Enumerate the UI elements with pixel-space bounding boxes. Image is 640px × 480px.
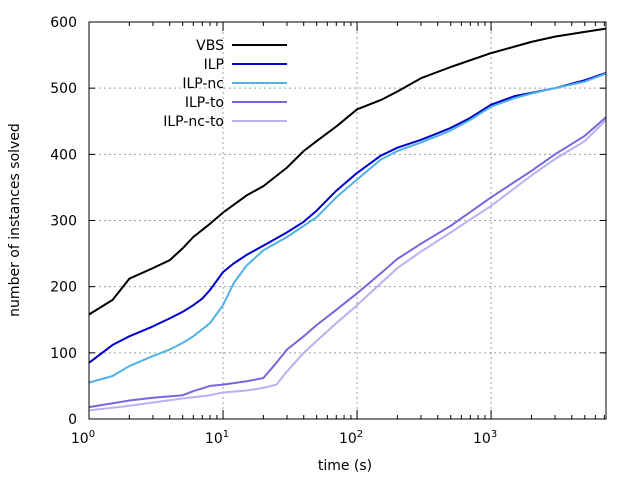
y-axis-label: number of instances solved bbox=[7, 123, 23, 317]
x-tick-base: 10 bbox=[473, 431, 491, 447]
x-axis-ticks: 100 101 102 103 bbox=[71, 22, 605, 447]
x-tick-exponent: 3 bbox=[491, 429, 497, 440]
y-tick-label: 300 bbox=[50, 214, 77, 230]
series-line-ilp-nc bbox=[88, 72, 607, 384]
series-lines bbox=[88, 27, 607, 412]
x-tick-base: 10 bbox=[205, 431, 223, 447]
y-tick-label: 0 bbox=[68, 412, 77, 428]
legend-label: ILP-to bbox=[185, 95, 224, 111]
x-tick-exponent: 2 bbox=[357, 429, 363, 440]
legend-label: VBS bbox=[196, 38, 224, 54]
x-tick-label: 100 bbox=[71, 429, 95, 447]
series-line-ilp-nc-to bbox=[88, 119, 607, 412]
grid bbox=[89, 22, 606, 419]
y-tick-label: 600 bbox=[50, 15, 77, 31]
legend-label: ILP-nc bbox=[182, 76, 224, 92]
y-tick-label: 400 bbox=[50, 147, 77, 163]
x-tick-label: 102 bbox=[339, 429, 363, 447]
y-tick-label: 500 bbox=[50, 81, 77, 97]
y-axis-ticks: 0 100 200 300 400 500 600 bbox=[50, 15, 606, 428]
series-line-vbs bbox=[88, 27, 607, 316]
series-line-ilp-to bbox=[88, 116, 607, 409]
x-axis-label: time (s) bbox=[318, 458, 372, 474]
x-tick-label: 101 bbox=[205, 429, 229, 447]
x-tick-label: 103 bbox=[473, 429, 497, 447]
y-tick-label: 200 bbox=[50, 280, 77, 296]
series-line-ilp bbox=[88, 71, 607, 364]
x-tick-base: 10 bbox=[339, 431, 357, 447]
plot-border bbox=[88, 21, 607, 420]
x-tick-exponent: 1 bbox=[223, 429, 229, 440]
y-tick-label: 100 bbox=[50, 346, 77, 362]
legend-label: ILP bbox=[204, 57, 224, 73]
legend-label: ILP-nc-to bbox=[163, 114, 224, 130]
plot-frame bbox=[88, 21, 607, 420]
legend: VBS ILP ILP-nc ILP-to ILP-nc-to bbox=[163, 38, 287, 130]
x-tick-base: 10 bbox=[71, 431, 89, 447]
x-tick-exponent: 0 bbox=[89, 429, 95, 440]
